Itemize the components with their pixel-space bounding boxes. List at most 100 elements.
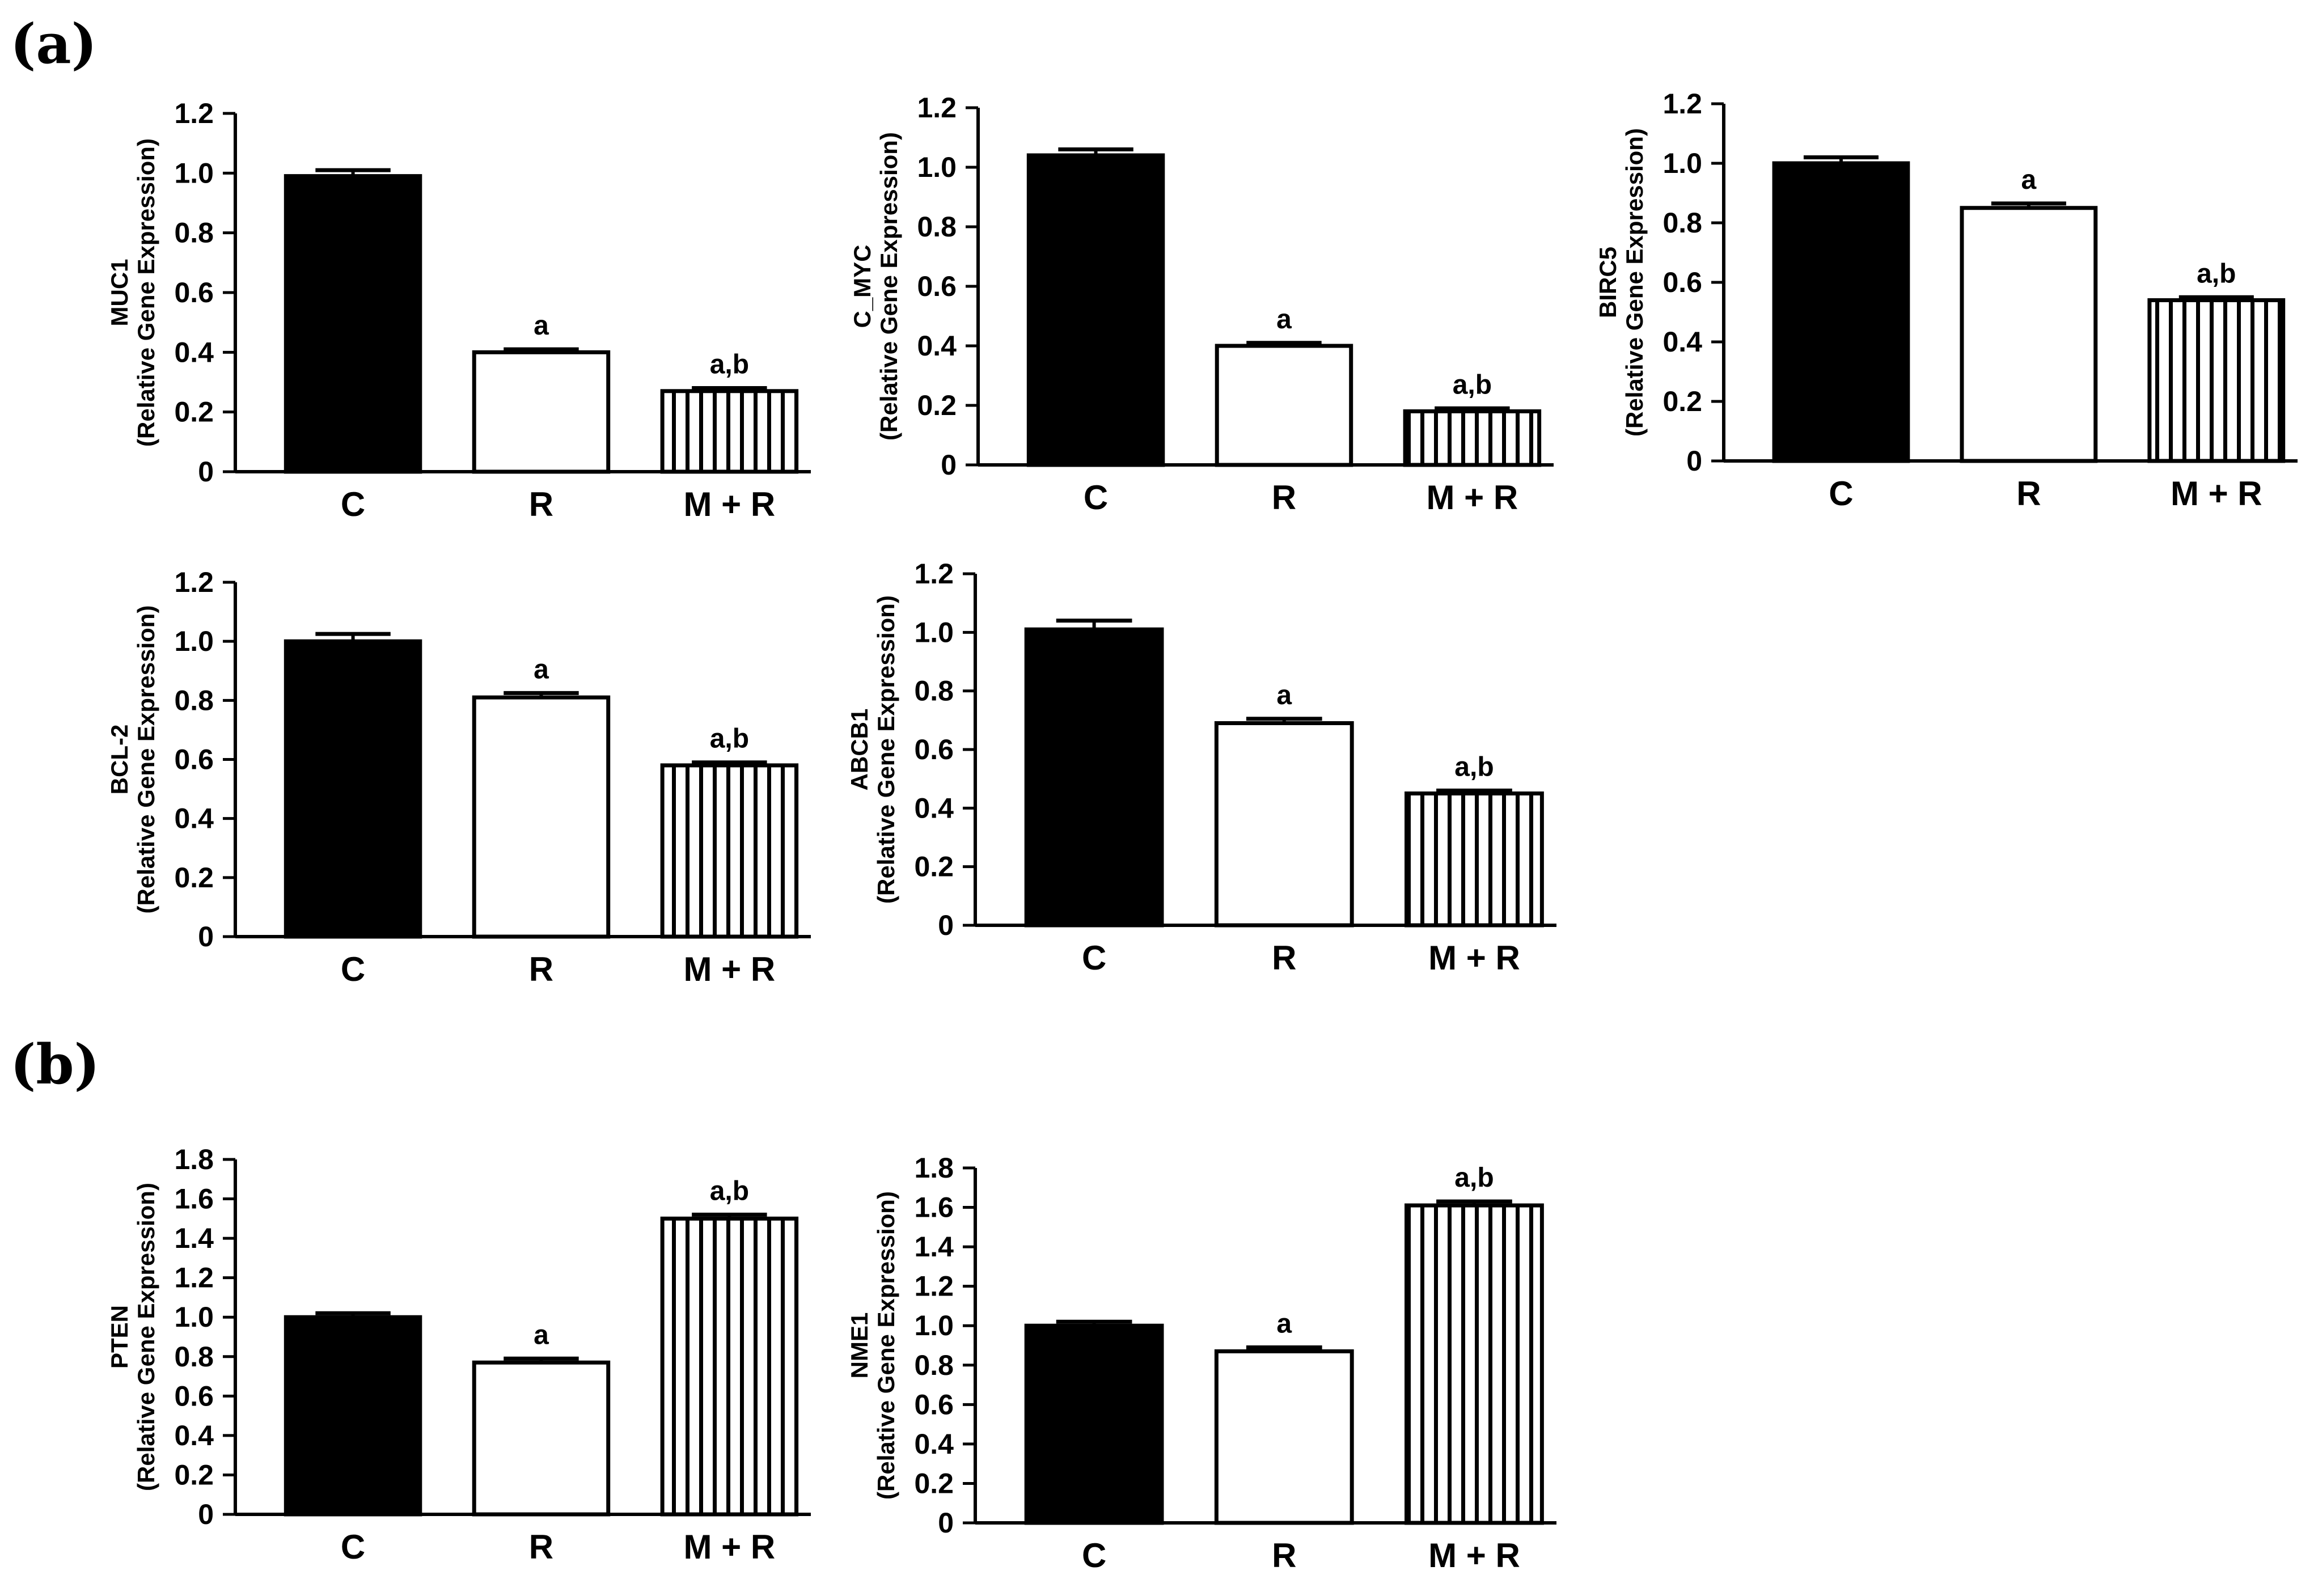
y-tick-label: 0: [198, 456, 214, 488]
panel-label-a: (a): [10, 12, 98, 76]
bar-c_myc-r: [1215, 344, 1353, 467]
y-axis-gene-label: MUC1: [106, 259, 133, 326]
significance-label: a: [1276, 304, 1292, 335]
significance-label: a,b: [1454, 752, 1494, 782]
x-category-label: M + R: [1428, 1536, 1520, 1574]
y-tick-label: 0: [941, 449, 957, 481]
y-tick-label: 0.8: [914, 1349, 954, 1381]
significance-label: a: [1276, 680, 1292, 710]
y-tick-label: 0.4: [174, 803, 214, 835]
y-tick-label: 1.2: [174, 566, 214, 598]
significance-label: a: [534, 654, 549, 684]
chart-muc1: 0 0.2 0.4 0.6 0.8 1.0 1.2 MUC1 (Relative Gene Ex…: [106, 98, 811, 523]
bar-c_myc-mr: [1403, 409, 1542, 467]
significance-label: a,b: [1453, 370, 1492, 400]
x-category-label: M + R: [1428, 939, 1520, 977]
panel-label-b: (b): [10, 1032, 100, 1097]
y-axis-gene-label: PTEN: [106, 1305, 133, 1369]
bar-nme1-c: [1024, 1323, 1164, 1525]
bar-birc5-mr: [2147, 298, 2286, 463]
y-tick-label: 1.6: [174, 1183, 214, 1215]
y-tick-label: 1.2: [917, 92, 957, 124]
x-category-label: C: [1082, 1536, 1106, 1574]
y-tick-label: 0.6: [917, 270, 957, 302]
x-category-label: R: [1272, 1536, 1296, 1574]
y-tick-label: 0.8: [917, 211, 957, 243]
y-tick-label: 0.6: [914, 1388, 954, 1420]
significance-label: a,b: [2197, 259, 2236, 289]
bar-pten-mr: [660, 1216, 799, 1517]
y-tick-label: 1.2: [174, 98, 214, 129]
y-tick-label: 0.4: [1662, 326, 1702, 358]
y-axis-unit-label: (Relative Gene Expression): [875, 132, 902, 441]
y-tick-label: 1.8: [914, 1152, 954, 1184]
y-axis-unit-label: (Relative Gene Expression): [133, 606, 159, 914]
y-axis-unit-label: (Relative Gene Expression): [1621, 128, 1648, 437]
chart-nme1: 0 0.2 0.4 0.6 0.8 1.0 1.2 1.4 1.6 1.8 NME1 (Relativ…: [846, 1152, 1556, 1574]
x-category-label: C: [1082, 939, 1106, 977]
bar-bcl-2-c: [284, 639, 422, 939]
y-tick-label: 1.4: [914, 1231, 954, 1263]
x-category-label: M + R: [684, 1528, 776, 1566]
x-category-label: M + R: [684, 485, 776, 523]
y-tick-label: 0: [198, 921, 214, 952]
y-tick-label: 0.8: [174, 1341, 214, 1373]
bar-muc1-r: [472, 350, 611, 474]
y-tick-label: 0.6: [1662, 266, 1702, 298]
x-category-label: R: [1272, 479, 1296, 517]
bar-nme1-mr: [1405, 1203, 1544, 1525]
x-category-label: R: [529, 1528, 553, 1566]
y-tick-label: 1.2: [914, 1271, 954, 1302]
y-axis-unit-label: (Relative Gene Expression): [873, 1191, 899, 1500]
y-tick-label: 0.4: [914, 1428, 954, 1460]
chart-abcb1: 0 0.2 0.4 0.6 0.8 1.0 1.2 ABCB1 (Relative Gene E…: [846, 558, 1556, 977]
bar-pten-r: [472, 1360, 611, 1517]
significance-label: a: [1276, 1309, 1292, 1339]
y-tick-label: 1.8: [174, 1144, 214, 1175]
y-tick-label: 0.8: [174, 684, 214, 716]
significance-label: a: [534, 311, 549, 341]
y-tick-label: 0.2: [914, 1467, 954, 1499]
bar-abcb1-r: [1214, 721, 1354, 928]
y-tick-label: 0.2: [1662, 386, 1702, 417]
y-axis-gene-label: BIRC5: [1594, 247, 1621, 318]
y-tick-label: 1.0: [914, 1310, 954, 1341]
y-tick-label: 0.8: [174, 217, 214, 249]
y-tick-label: 0.2: [174, 862, 214, 894]
y-tick-label: 1.2: [914, 558, 954, 590]
y-axis-unit-label: (Relative Gene Expression): [133, 1183, 159, 1491]
bar-birc5-c: [1772, 161, 1910, 463]
x-category-label: C: [341, 1528, 365, 1566]
y-tick-label: 0.4: [174, 336, 214, 368]
x-category-label: M + R: [684, 950, 776, 988]
x-category-label: C: [1829, 475, 1853, 513]
y-tick-label: 0.8: [914, 675, 954, 707]
x-category-label: R: [529, 485, 553, 523]
bar-birc5-r: [1960, 206, 2098, 463]
significance-label: a,b: [1454, 1163, 1494, 1193]
bar-abcb1-c: [1024, 627, 1164, 928]
y-tick-label: 1.2: [1662, 88, 1702, 120]
y-tick-label: 0: [938, 909, 954, 941]
y-tick-label: 1.0: [174, 1301, 214, 1333]
x-category-label: R: [2016, 475, 2041, 513]
bar-abcb1-mr: [1405, 791, 1544, 928]
y-axis-gene-label: C_MYC: [849, 244, 875, 328]
y-axis-unit-label: (Relative Gene Expression): [873, 595, 899, 904]
chart-c_myc: 0 0.2 0.4 0.6 0.8 1.0 1.2 C_MYC (Relative Gene E…: [849, 92, 1554, 517]
chart-pten: 0 0.2 0.4 0.6 0.8 1.0 1.2 1.4 1.6 1.8 PTEN (Relativ…: [106, 1144, 811, 1566]
y-tick-label: 1.2: [174, 1262, 214, 1294]
x-category-label: C: [341, 950, 365, 988]
bar-c_myc-c: [1026, 153, 1165, 467]
bar-muc1-mr: [660, 389, 799, 474]
y-tick-label: 0.4: [914, 792, 954, 824]
y-axis-gene-label: ABCB1: [846, 709, 873, 791]
y-tick-label: 0.8: [1662, 207, 1702, 239]
x-category-label: M + R: [2171, 475, 2262, 513]
x-category-label: M + R: [1427, 479, 1518, 517]
significance-label: a: [534, 1320, 549, 1350]
y-tick-label: 0.2: [174, 1459, 214, 1491]
y-tick-label: 1.0: [174, 625, 214, 657]
y-tick-label: 1.6: [914, 1192, 954, 1224]
bar-muc1-c: [284, 174, 422, 474]
